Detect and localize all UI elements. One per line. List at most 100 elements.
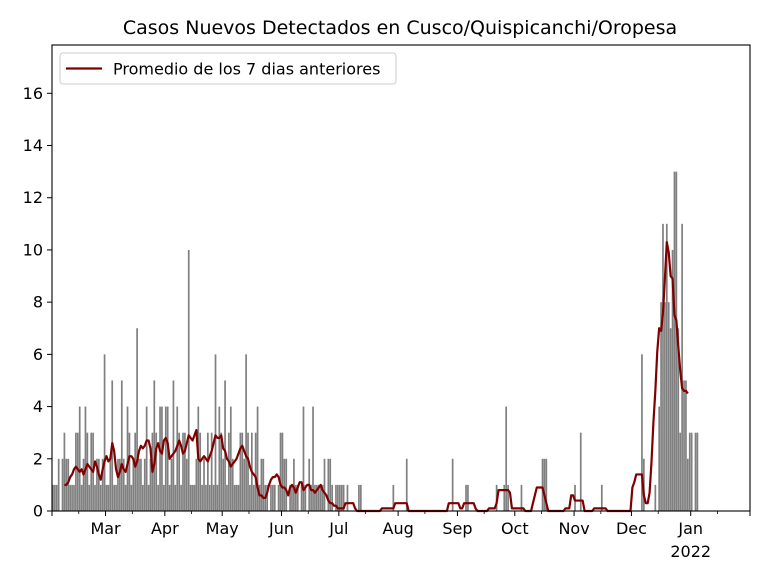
bar bbox=[164, 406, 167, 511]
x-tick-label: Oct bbox=[501, 519, 529, 538]
bar bbox=[667, 302, 670, 511]
bar bbox=[270, 484, 272, 511]
bar bbox=[149, 458, 152, 511]
bar bbox=[117, 458, 119, 511]
bar bbox=[155, 432, 158, 511]
bar bbox=[124, 484, 127, 511]
bar bbox=[669, 328, 672, 511]
bar bbox=[193, 484, 196, 511]
bar bbox=[507, 484, 509, 511]
bar bbox=[665, 223, 668, 511]
bar bbox=[327, 458, 330, 511]
bar bbox=[671, 249, 674, 511]
x-tick-label: Aug bbox=[383, 519, 414, 538]
bar bbox=[690, 432, 693, 511]
bar bbox=[216, 484, 219, 511]
bar bbox=[75, 432, 77, 511]
x-tick-label: Jun bbox=[268, 519, 294, 538]
bar bbox=[293, 458, 295, 511]
bar bbox=[157, 484, 159, 511]
plot-frame bbox=[51, 44, 751, 512]
bar bbox=[662, 223, 664, 511]
bar bbox=[673, 171, 676, 511]
bar bbox=[256, 406, 259, 511]
y-tick-label: 16 bbox=[23, 84, 43, 103]
bar bbox=[103, 354, 106, 511]
bar bbox=[115, 484, 117, 511]
bar bbox=[122, 458, 125, 511]
bar bbox=[153, 380, 156, 511]
y-tick-label: 8 bbox=[33, 293, 43, 312]
bar bbox=[543, 458, 546, 511]
bar bbox=[451, 458, 454, 511]
bar bbox=[321, 484, 324, 511]
bar bbox=[191, 484, 194, 511]
bar bbox=[296, 484, 299, 511]
legend-label: Promedio de los 7 dias anteriores bbox=[113, 60, 380, 79]
bar bbox=[658, 406, 661, 511]
bar bbox=[205, 484, 207, 511]
bar bbox=[685, 380, 687, 511]
bar bbox=[141, 484, 144, 511]
bar bbox=[78, 406, 81, 511]
bar bbox=[600, 484, 603, 511]
bar bbox=[283, 458, 286, 511]
bar bbox=[252, 484, 255, 511]
bar bbox=[254, 432, 257, 511]
bar bbox=[203, 458, 205, 511]
bar bbox=[120, 380, 123, 511]
legend: Promedio de los 7 dias anteriores bbox=[59, 52, 397, 85]
bar bbox=[126, 406, 129, 511]
bar bbox=[694, 432, 697, 511]
bar bbox=[467, 484, 469, 511]
bar bbox=[63, 432, 66, 511]
bar bbox=[224, 380, 226, 511]
bar bbox=[235, 484, 238, 511]
y-tick-label: 2 bbox=[33, 449, 43, 468]
bar bbox=[109, 458, 112, 511]
bar bbox=[187, 249, 190, 511]
bar bbox=[258, 484, 261, 511]
bar bbox=[331, 484, 334, 511]
bar bbox=[273, 484, 276, 511]
bar bbox=[358, 484, 360, 511]
bar bbox=[61, 458, 64, 511]
bar bbox=[201, 484, 203, 511]
bar bbox=[541, 458, 544, 511]
bar bbox=[86, 432, 89, 511]
bar bbox=[113, 484, 115, 511]
bar bbox=[520, 484, 523, 511]
bar bbox=[207, 432, 209, 511]
bar bbox=[99, 484, 102, 511]
bar bbox=[138, 458, 140, 511]
bar bbox=[262, 458, 265, 511]
bar bbox=[233, 484, 236, 511]
bar bbox=[338, 484, 341, 511]
y-tick-label: 4 bbox=[33, 397, 43, 416]
bar bbox=[185, 458, 188, 511]
bar bbox=[300, 484, 303, 511]
bar bbox=[392, 484, 395, 511]
bar bbox=[312, 406, 314, 511]
bar bbox=[176, 406, 179, 511]
bar bbox=[545, 458, 548, 511]
bar bbox=[212, 484, 215, 511]
bar bbox=[675, 171, 678, 511]
bar bbox=[208, 484, 211, 511]
bar bbox=[228, 432, 230, 511]
bar bbox=[80, 484, 83, 511]
bar bbox=[314, 484, 316, 511]
y-tick-label: 14 bbox=[23, 136, 43, 155]
x-tick-label: Jul bbox=[328, 519, 348, 538]
bar bbox=[182, 432, 184, 511]
bar bbox=[54, 484, 56, 511]
bar bbox=[98, 458, 100, 511]
bar bbox=[101, 458, 104, 511]
x-tick-label: Dec bbox=[616, 519, 647, 538]
bar bbox=[677, 328, 680, 511]
bars-layer bbox=[52, 171, 699, 511]
bar bbox=[161, 406, 163, 511]
bar bbox=[465, 484, 467, 511]
bar bbox=[73, 484, 75, 511]
